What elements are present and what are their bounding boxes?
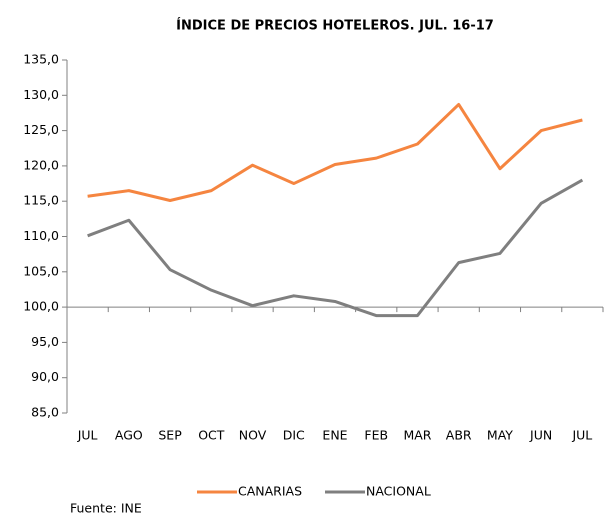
x-tick-label: DIC: [283, 428, 305, 443]
y-tick-label: 85,0: [31, 405, 59, 420]
legend-label: NACIONAL: [366, 484, 431, 499]
x-tick-label: JUN: [529, 428, 552, 443]
y-tick-label: 110,0: [23, 228, 59, 243]
chart-title: ÍNDICE DE PRECIOS HOTELEROS. JUL. 16-17: [176, 18, 494, 34]
y-tick-label: 90,0: [31, 369, 59, 384]
y-tick-label: 95,0: [31, 334, 59, 349]
x-tick-label: JUL: [77, 428, 98, 443]
x-tick-label: MAR: [403, 428, 431, 443]
x-tick-label: OCT: [198, 428, 225, 443]
x-tick-label: NOV: [239, 428, 267, 443]
series-line: [87, 178, 584, 318]
source-note: Fuente: INE: [70, 501, 142, 516]
y-tick-label: 125,0: [23, 122, 59, 137]
x-tick-label: ENE: [322, 428, 347, 443]
y-tick-label: 135,0: [23, 52, 59, 67]
x-tick-label: MAY: [487, 428, 513, 443]
series-line: [87, 102, 583, 202]
x-tick-label: JUL: [571, 428, 592, 443]
x-tick-label: SEP: [158, 428, 182, 443]
x-tick-label: ABR: [446, 428, 472, 443]
y-tick-label: 120,0: [23, 157, 59, 172]
x-tick-label: FEB: [364, 428, 388, 443]
y-tick-label: 100,0: [23, 299, 59, 314]
y-tick-label: 115,0: [23, 193, 59, 208]
legend-label: CANARIAS: [238, 484, 302, 499]
x-tick-label: AGO: [115, 428, 143, 443]
y-tick-label: 130,0: [23, 87, 59, 102]
y-tick-label: 105,0: [23, 263, 59, 278]
